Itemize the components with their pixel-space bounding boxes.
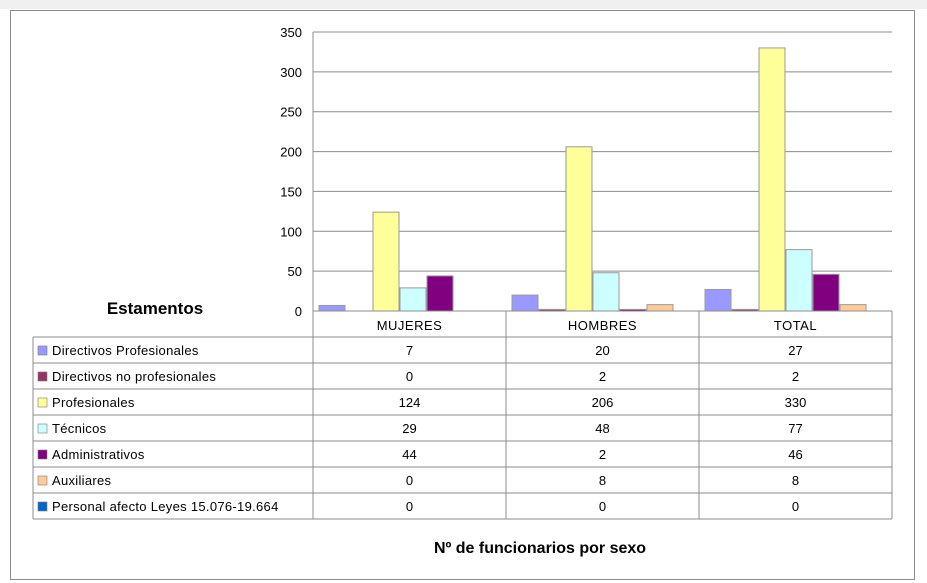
bar <box>646 304 674 312</box>
bar <box>565 146 593 312</box>
category-label: MUJERES <box>377 318 443 333</box>
top-band <box>0 0 927 9</box>
legend-swatch <box>37 449 48 460</box>
data-table: MUJERES HOMBRES TOTAL Directivos Profesiona… <box>32 310 893 520</box>
data-label: 27 <box>788 343 802 358</box>
data-label: 77 <box>788 421 802 436</box>
bar <box>785 249 813 312</box>
legend-label: Directivos no profesionales <box>52 369 216 384</box>
legend-swatch <box>37 397 48 408</box>
data-label: 330 <box>785 395 807 410</box>
data-label: 46 <box>788 447 802 462</box>
y-axis: 0 50 100 150 200 250 300 350 <box>280 25 302 319</box>
table-header-title: Estamentos <box>107 299 203 318</box>
data-label: 206 <box>592 395 614 410</box>
data-label: 48 <box>595 421 609 436</box>
data-label: 8 <box>599 473 606 488</box>
data-label: 7 <box>406 343 413 358</box>
data-label: 44 <box>402 447 416 462</box>
legend-label: Directivos Profesionales <box>52 343 199 358</box>
bar <box>511 294 539 312</box>
data-label: 0 <box>792 499 799 514</box>
data-label: 0 <box>406 473 413 488</box>
bar <box>592 272 620 312</box>
bar <box>704 288 732 312</box>
bar <box>399 287 427 312</box>
y-tick-label: 250 <box>280 105 302 120</box>
bar <box>758 47 786 312</box>
legend-label: Administrativos <box>52 447 145 462</box>
bar <box>426 275 454 312</box>
y-tick-label: 100 <box>280 224 302 239</box>
data-label: 0 <box>406 499 413 514</box>
data-label: 124 <box>399 395 421 410</box>
legend-swatch <box>37 475 48 486</box>
data-label: 2 <box>599 369 606 384</box>
data-label: 20 <box>595 343 609 358</box>
y-tick-label: 50 <box>288 264 302 279</box>
y-tick-label: 300 <box>280 65 302 80</box>
category-label: HOMBRES <box>568 318 637 333</box>
y-tick-label: 350 <box>280 25 302 40</box>
y-tick-label: 0 <box>295 304 302 319</box>
legend-label: Profesionales <box>52 395 135 410</box>
bar <box>812 273 840 312</box>
category-label: TOTAL <box>774 318 817 333</box>
legend-label: Técnicos <box>52 421 107 436</box>
legend-swatch <box>37 371 48 382</box>
bar <box>318 304 346 312</box>
y-tick-label: 200 <box>280 145 302 160</box>
bar <box>372 211 400 312</box>
data-label: 2 <box>792 369 799 384</box>
data-label: 0 <box>406 369 413 384</box>
legend-label: Auxiliares <box>52 473 112 488</box>
chart-title: Nº de funcionarios por sexo <box>434 540 646 557</box>
bars <box>318 47 867 312</box>
legend-label: Personal afecto Leyes 15.076-19.664 <box>52 499 279 514</box>
data-label: 2 <box>599 447 606 462</box>
data-label: 29 <box>402 421 416 436</box>
bar <box>839 304 867 312</box>
legend-swatch <box>37 423 48 434</box>
y-tick-label: 150 <box>280 184 302 199</box>
data-label: 8 <box>792 473 799 488</box>
legend-swatch <box>37 345 48 356</box>
data-label: 0 <box>599 499 606 514</box>
legend-swatch <box>37 501 48 512</box>
